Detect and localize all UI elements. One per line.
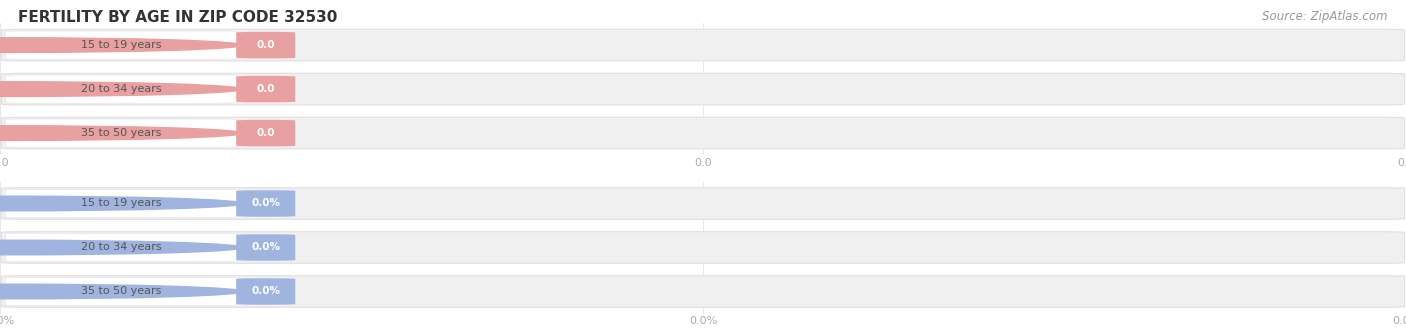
Circle shape — [0, 126, 242, 141]
FancyBboxPatch shape — [1, 276, 1405, 307]
FancyBboxPatch shape — [6, 189, 238, 217]
FancyBboxPatch shape — [6, 75, 238, 103]
Circle shape — [0, 38, 242, 52]
Text: 0.0%: 0.0% — [252, 199, 280, 209]
Text: 15 to 19 years: 15 to 19 years — [82, 199, 162, 209]
Text: 35 to 50 years: 35 to 50 years — [82, 286, 162, 296]
FancyBboxPatch shape — [6, 119, 238, 147]
Circle shape — [0, 196, 242, 211]
FancyBboxPatch shape — [236, 32, 295, 58]
Text: Source: ZipAtlas.com: Source: ZipAtlas.com — [1263, 10, 1388, 23]
FancyBboxPatch shape — [1, 188, 1405, 219]
Circle shape — [0, 240, 242, 255]
FancyBboxPatch shape — [236, 278, 295, 305]
FancyBboxPatch shape — [6, 31, 238, 59]
Text: 0.0: 0.0 — [256, 84, 276, 94]
Text: FERTILITY BY AGE IN ZIP CODE 32530: FERTILITY BY AGE IN ZIP CODE 32530 — [18, 10, 337, 25]
FancyBboxPatch shape — [1, 29, 1405, 61]
Text: 0.0%: 0.0% — [252, 286, 280, 296]
Circle shape — [0, 284, 242, 299]
FancyBboxPatch shape — [236, 234, 295, 261]
Text: 35 to 50 years: 35 to 50 years — [82, 128, 162, 138]
FancyBboxPatch shape — [236, 120, 295, 146]
FancyBboxPatch shape — [1, 117, 1405, 149]
FancyBboxPatch shape — [6, 278, 238, 306]
Text: 0.0: 0.0 — [256, 40, 276, 50]
Text: 0.0: 0.0 — [256, 128, 276, 138]
Text: 15 to 19 years: 15 to 19 years — [82, 40, 162, 50]
Text: 20 to 34 years: 20 to 34 years — [82, 243, 162, 252]
Circle shape — [0, 82, 242, 96]
FancyBboxPatch shape — [236, 190, 295, 217]
Text: 20 to 34 years: 20 to 34 years — [82, 84, 162, 94]
FancyBboxPatch shape — [1, 232, 1405, 263]
FancyBboxPatch shape — [6, 233, 238, 262]
FancyBboxPatch shape — [1, 73, 1405, 105]
FancyBboxPatch shape — [236, 76, 295, 102]
Text: 0.0%: 0.0% — [252, 243, 280, 252]
